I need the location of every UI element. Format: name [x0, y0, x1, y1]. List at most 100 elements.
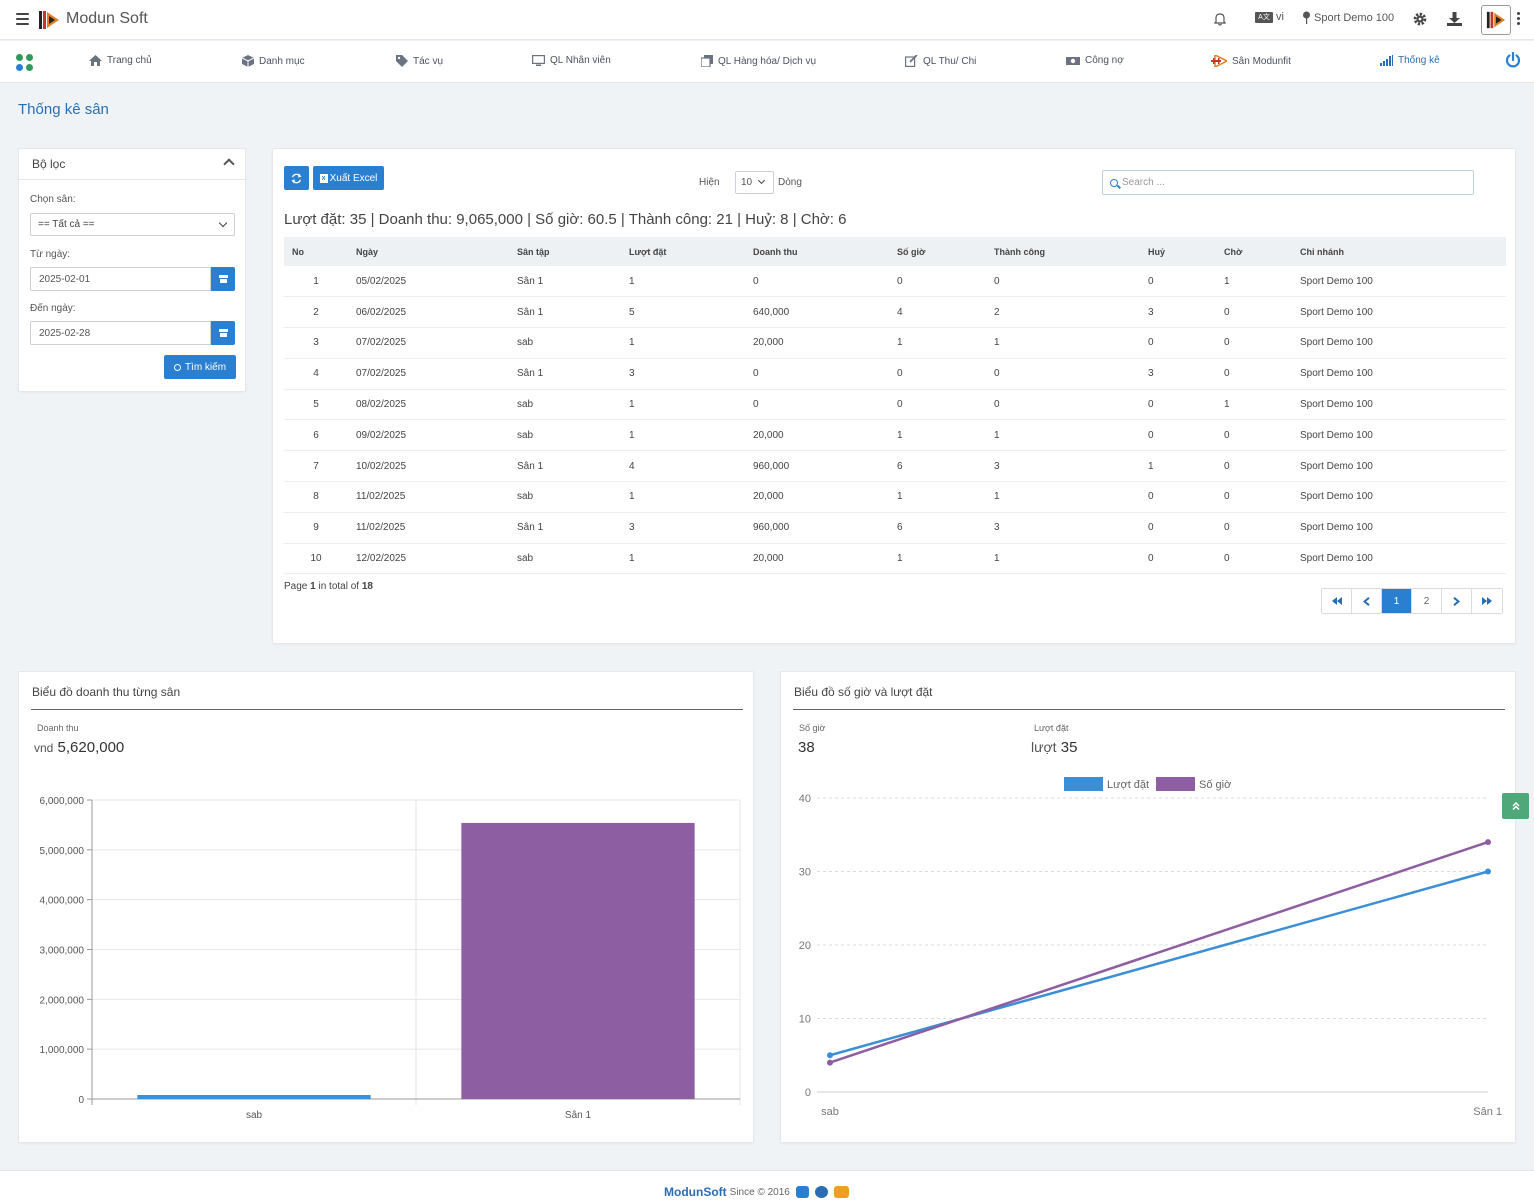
table-cell: 1 [1216, 266, 1292, 298]
search-button[interactable]: Tìm kiếm [164, 355, 236, 379]
column-header[interactable]: Lượt đặt [621, 237, 745, 266]
court-select[interactable]: == Tất cả == [30, 213, 235, 236]
data-point [1485, 868, 1491, 875]
apps-grid-icon[interactable] [16, 54, 33, 71]
nav-item-income-expense[interactable]: QL Thu/ Chi [905, 55, 976, 67]
copy-icon [701, 55, 713, 67]
table-row[interactable]: 2 06/02/2025 Sân 1 5 640,000 4 2 3 0 Sport Demo 1… [284, 296, 1506, 329]
table-row[interactable]: 9 11/02/2025 Sân 1 3 960,000 6 3 0 0 Sport Demo 1… [284, 512, 1506, 544]
user-avatar[interactable] [1481, 5, 1511, 35]
gear-icon[interactable] [1413, 12, 1427, 26]
nav-item-employees[interactable]: QL Nhân viên [532, 55, 611, 66]
table-cell: sab [509, 543, 621, 575]
divider [31, 709, 743, 710]
table-cell: 07/02/2025 [348, 327, 509, 359]
bar [137, 1095, 371, 1099]
footer-brand[interactable]: ModunSoft [664, 1185, 727, 1199]
nav-item-tasks[interactable]: Tác vụ [396, 55, 443, 67]
table-row[interactable]: 4 07/02/2025 Sân 1 3 0 0 0 3 0 Sport Demo 100 [284, 358, 1506, 390]
table-cell: 1 [621, 389, 745, 421]
scroll-to-top-button[interactable] [1502, 793, 1529, 819]
youtube-icon[interactable] [833, 1186, 849, 1198]
power-icon[interactable] [1505, 52, 1521, 68]
nav-item-goods-services[interactable]: QL Hàng hóa/ Dịch vụ [701, 55, 816, 67]
nav-item-modunfit[interactable]: Sân Modunfit [1211, 55, 1291, 67]
table-cell: sab [509, 481, 621, 513]
column-header[interactable]: Sân tập [509, 237, 621, 266]
table-row[interactable]: 7 10/02/2025 Sân 1 4 960,000 6 3 1 0 Sport Demo 1… [284, 450, 1506, 483]
column-header[interactable]: Thành công [986, 237, 1140, 266]
table-cell: 960,000 [745, 512, 889, 544]
y-tick-label: 3,000,000 [40, 946, 85, 957]
y-tick-label: 0 [78, 1095, 84, 1106]
revenue-kpi-label: Doanh thu [37, 723, 79, 733]
nav-item-catalog[interactable]: Danh mục [242, 55, 305, 67]
table-row[interactable]: 1 05/02/2025 Sân 1 1 0 0 0 0 1 Sport Demo 100 [284, 266, 1506, 298]
page-1-button[interactable]: 1 [1382, 589, 1412, 613]
x-tick-label: sab [821, 1106, 839, 1118]
bell-icon[interactable] [1214, 13, 1226, 26]
last-page-button[interactable] [1472, 589, 1502, 613]
page-2-button[interactable]: 2 [1412, 589, 1442, 613]
table-cell: Sân 1 [509, 296, 621, 329]
from-date-input[interactable]: 2025-02-01 [30, 267, 211, 291]
next-page-button[interactable] [1442, 589, 1472, 613]
table-cell: 11/02/2025 [348, 481, 509, 513]
cube-icon [242, 55, 254, 67]
column-header[interactable]: Huỷ [1140, 237, 1216, 266]
table-cell: 0 [1216, 543, 1292, 575]
column-header[interactable]: Chi nhánh [1292, 237, 1506, 266]
to-date-input[interactable]: 2025-02-28 [30, 321, 211, 345]
download-icon[interactable] [1447, 12, 1462, 26]
more-options-icon[interactable] [1517, 12, 1520, 27]
prev-page-button[interactable] [1352, 589, 1382, 613]
twitter-icon[interactable] [795, 1186, 809, 1198]
location-selector[interactable]: Sport Demo 100 [1302, 11, 1394, 24]
table-cell: 4 [621, 450, 745, 483]
first-page-button[interactable] [1322, 589, 1352, 613]
export-excel-button[interactable]: x Xuất Excel [313, 166, 384, 190]
table-cell: 5 [284, 389, 348, 421]
column-header[interactable]: Chờ [1216, 237, 1292, 266]
double-chevron-up-icon [1511, 802, 1520, 810]
column-header[interactable]: No [284, 237, 348, 266]
column-header[interactable]: Ngày [348, 237, 509, 266]
legend-swatch [1064, 777, 1103, 791]
from-date-calendar-button[interactable] [211, 267, 235, 291]
page-title: Thống kê sân [18, 101, 109, 118]
hamburger-menu-icon[interactable] [16, 13, 29, 25]
table-cell: 0 [1140, 543, 1216, 575]
chevron-up-icon[interactable] [223, 158, 235, 170]
bookings-kpi-label: Lượt đặt [1034, 723, 1069, 733]
nav-item-statistics[interactable]: Thống kê [1380, 55, 1440, 66]
column-header[interactable]: Số giờ [889, 237, 986, 266]
page-length-select[interactable]: 10 [735, 171, 774, 194]
table-cell: 2 [986, 296, 1140, 329]
y-tick-label: 4,000,000 [40, 896, 85, 907]
x-tick-label: Sân 1 [1473, 1106, 1502, 1118]
nav-item-home[interactable]: Trang chủ [89, 55, 152, 66]
table-cell: 1 [986, 481, 1140, 513]
to-date-calendar-button[interactable] [211, 321, 235, 345]
footer-since: Since © 2016 [729, 1186, 790, 1198]
facebook-icon[interactable] [814, 1186, 828, 1198]
nav-item-debts[interactable]: Công nợ [1066, 55, 1124, 66]
refresh-icon [291, 173, 302, 183]
table-search-input[interactable]: Search ... [1102, 170, 1474, 195]
language-switch[interactable]: A文 vi [1255, 11, 1284, 23]
table-row[interactable]: 8 11/02/2025 sab 1 20,000 1 1 0 0 Sport Demo 100 [284, 481, 1506, 513]
table-cell: 960,000 [745, 450, 889, 483]
top-bar: Modun Soft A文 vi Sport Demo 100 [0, 0, 1534, 40]
revenue-bar-chart: 0 1,000,000 2,000,000 3,000,000 4,000,000 5,0… [40, 796, 741, 1121]
table-row[interactable]: 3 07/02/2025 sab 1 20,000 1 1 0 0 Sport Demo 100 [284, 327, 1506, 359]
table-row[interactable]: 10 12/02/2025 sab 1 20,000 1 1 0 0 Sport Demo 100 [284, 543, 1506, 575]
column-header[interactable]: Doanh thu [745, 237, 889, 266]
filter-header[interactable]: Bộ lọc [19, 149, 245, 180]
table-cell: 1 [621, 419, 745, 452]
refresh-button[interactable] [284, 166, 309, 190]
table-row[interactable]: 6 09/02/2025 sab 1 20,000 1 1 0 0 Sport Demo 100 [284, 419, 1506, 452]
table-cell: Sân 1 [509, 266, 621, 298]
table-cell: 0 [1140, 419, 1216, 452]
table-row[interactable]: 5 08/02/2025 sab 1 0 0 0 0 1 Sport Demo 100 [284, 389, 1506, 421]
modun-logo-icon[interactable] [38, 9, 60, 31]
